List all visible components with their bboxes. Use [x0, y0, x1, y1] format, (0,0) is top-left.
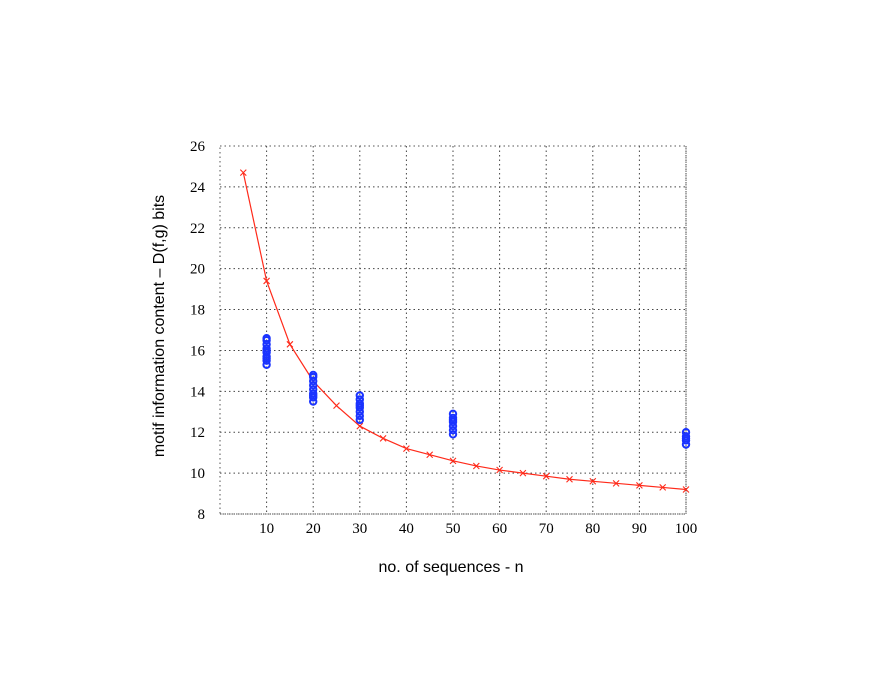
fit-curve-point — [659, 484, 667, 491]
sample-point — [448, 415, 458, 425]
fit-curve-line — [242, 172, 687, 491]
fit-curve-point — [449, 457, 457, 465]
sample-point — [355, 401, 364, 410]
sample-point — [355, 415, 364, 425]
sample-point — [262, 333, 271, 343]
y-tick-label: 10 — [190, 466, 205, 482]
fit-curve-point — [239, 169, 247, 176]
x-tick-label: 90 — [632, 521, 647, 537]
fit-curve-point — [379, 434, 387, 442]
x-tick-label: 50 — [446, 521, 461, 537]
fit-curve-point — [542, 472, 550, 480]
x-tick-label: 40 — [399, 521, 414, 537]
y-axis-label: motif information content – D(f,g) bits — [151, 195, 168, 457]
y-tick-label: 18 — [190, 303, 205, 319]
y-axis-ticks: 8 10 12 14 16 18 20 22 24 26 — [190, 139, 206, 523]
y-tick-label: 24 — [190, 180, 206, 196]
x-tick-label: 70 — [539, 521, 554, 537]
x-tick-label: 100 — [675, 521, 698, 537]
plot-frame — [219, 145, 687, 515]
fit-curve-point — [333, 402, 340, 410]
grid — [220, 145, 687, 515]
sample-point — [355, 411, 364, 421]
fit-curve-point — [519, 469, 527, 477]
fit-curve-point — [286, 340, 294, 348]
y-tick-label: 14 — [190, 384, 206, 400]
fit-curve-point — [472, 462, 480, 470]
x-tick-label: 60 — [492, 521, 507, 537]
sample-point — [262, 354, 271, 363]
sample-point — [309, 391, 318, 400]
y-tick-label: 22 — [190, 221, 205, 237]
y-tick-label: 16 — [190, 343, 206, 359]
x-axis-label: no. of sequences - n — [379, 559, 524, 576]
fit-curve-point — [682, 486, 690, 493]
x-tick-label: 10 — [259, 521, 274, 537]
sample-point — [681, 434, 691, 443]
sample-point — [448, 425, 458, 435]
sample-point — [448, 430, 458, 439]
fit-curve-point — [612, 479, 620, 487]
sample-point — [262, 346, 271, 355]
fit-curve-point — [263, 277, 270, 285]
y-tick-label: 26 — [190, 139, 206, 155]
fit-curve-point — [426, 451, 434, 459]
y-tick-label: 20 — [190, 262, 205, 278]
fit-curve-point — [356, 422, 364, 430]
fit-curve-point — [636, 481, 643, 489]
fit-curve-point — [496, 466, 503, 474]
x-axis-ticks: 10 20 30 40 50 60 70 80 90 100 — [259, 521, 697, 537]
fit-curve-point — [589, 477, 597, 485]
sample-point — [309, 370, 318, 380]
y-tick-label: 8 — [198, 507, 206, 523]
sample-point — [355, 391, 364, 400]
fit-curve-point — [403, 445, 410, 452]
fit-curve-point — [566, 475, 573, 483]
series — [239, 169, 691, 493]
x-tick-label: 30 — [352, 521, 367, 537]
x-tick-label: 20 — [306, 521, 321, 537]
y-tick-label: 12 — [190, 425, 205, 441]
x-tick-label: 80 — [585, 521, 600, 537]
sample-point — [309, 381, 318, 390]
